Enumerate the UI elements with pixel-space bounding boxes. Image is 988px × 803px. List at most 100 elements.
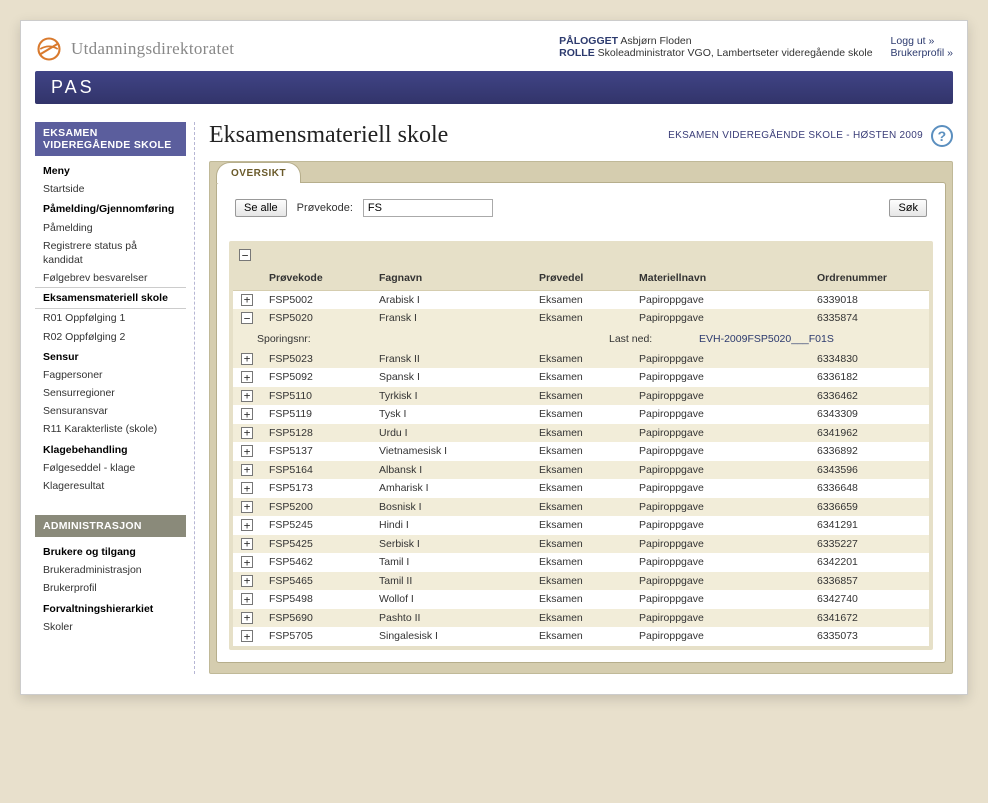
expand-row-icon[interactable]: + bbox=[241, 593, 253, 605]
cell-order: 6335073 bbox=[809, 627, 929, 646]
expand-row-icon[interactable]: + bbox=[241, 519, 253, 531]
table-row: +FSP5173Amharisk IEksamenPapiroppgave633… bbox=[233, 479, 929, 498]
cell-code: FSP5002 bbox=[261, 290, 371, 309]
sidebar-item[interactable]: R01 Oppfølging 1 bbox=[35, 309, 186, 327]
logout-link[interactable]: Logg ut » bbox=[891, 35, 953, 47]
sidebar-item[interactable]: Brukeradministrasjon bbox=[35, 561, 186, 579]
cell-material: Papiroppgave bbox=[631, 516, 809, 535]
cell-code: FSP5110 bbox=[261, 387, 371, 406]
collapse-row-icon[interactable]: − bbox=[241, 312, 253, 324]
tab-panel: Se alle Prøvekode: Søk − bbox=[216, 182, 946, 663]
brand-logo-icon bbox=[35, 35, 63, 63]
cell-part: Eksamen bbox=[531, 479, 631, 498]
table-row: +FSP5690Pashto IIEksamenPapiroppgave6341… bbox=[233, 609, 929, 628]
sidebar-item[interactable]: R02 Oppfølging 2 bbox=[35, 328, 186, 346]
cell-code: FSP5425 bbox=[261, 535, 371, 554]
collapse-all-icon[interactable]: − bbox=[239, 249, 251, 261]
sidebar-item[interactable]: Fagpersoner bbox=[35, 366, 186, 384]
provekode-input[interactable] bbox=[363, 199, 493, 217]
cell-material: Papiroppgave bbox=[631, 368, 809, 387]
cell-subject: Tysk I bbox=[371, 405, 531, 424]
col-provekode: Prøvekode bbox=[261, 266, 371, 291]
cell-code: FSP5128 bbox=[261, 424, 371, 443]
sidebar-item[interactable]: Eksamensmateriell skole bbox=[35, 287, 186, 309]
cell-order: 6341962 bbox=[809, 424, 929, 443]
expand-row-icon[interactable]: + bbox=[241, 575, 253, 587]
cell-material: Papiroppgave bbox=[631, 590, 809, 609]
sidebar-head-line2: VIDEREGÅENDE SKOLE bbox=[43, 139, 178, 151]
sidebar-item[interactable]: Påmelding bbox=[35, 219, 186, 237]
sidebar-item[interactable]: Registrere status på kandidat bbox=[35, 237, 186, 269]
expand-row-icon[interactable]: + bbox=[241, 445, 253, 457]
sidebar-item[interactable]: Skoler bbox=[35, 618, 186, 636]
cell-material: Papiroppgave bbox=[631, 461, 809, 480]
cell-part: Eksamen bbox=[531, 461, 631, 480]
cell-order: 6336659 bbox=[809, 498, 929, 517]
sidebar-group: Meny bbox=[35, 160, 186, 180]
cell-part: Eksamen bbox=[531, 498, 631, 517]
sidebar-item[interactable]: Sensurregioner bbox=[35, 384, 186, 402]
table-row: −FSP5020Fransk IEksamenPapiroppgave63358… bbox=[233, 309, 929, 328]
cell-order: 6342740 bbox=[809, 590, 929, 609]
expand-row-icon[interactable]: + bbox=[241, 556, 253, 568]
cell-subject: Serbisk I bbox=[371, 535, 531, 554]
table-row: +FSP5425Serbisk IEksamenPapiroppgave6335… bbox=[233, 535, 929, 554]
expand-row-icon[interactable]: + bbox=[241, 427, 253, 439]
sidebar-item[interactable]: Startside bbox=[35, 180, 186, 198]
sidebar-group: Påmelding/Gjennomføring bbox=[35, 198, 186, 218]
download-link[interactable]: EVH-2009FSP5020___F01S bbox=[699, 333, 921, 345]
help-icon[interactable]: ? bbox=[931, 125, 953, 147]
expand-row-icon[interactable]: + bbox=[241, 294, 253, 306]
tracking-label: Sporingsnr: bbox=[257, 333, 387, 345]
userprofile-link[interactable]: Brukerprofil » bbox=[891, 47, 953, 59]
cell-material: Papiroppgave bbox=[631, 572, 809, 591]
cell-order: 6334830 bbox=[809, 350, 929, 369]
expand-row-icon[interactable]: + bbox=[241, 538, 253, 550]
cell-subject: Arabisk I bbox=[371, 290, 531, 309]
see-all-button[interactable]: Se alle bbox=[235, 199, 287, 217]
expand-row-icon[interactable]: + bbox=[241, 408, 253, 420]
expand-row-icon[interactable]: + bbox=[241, 353, 253, 365]
search-button[interactable]: Søk bbox=[889, 199, 927, 217]
cell-code: FSP5690 bbox=[261, 609, 371, 628]
cell-subject: Vietnamesisk I bbox=[371, 442, 531, 461]
role-value: Skoleadministrator VGO, Lambertseter vid… bbox=[598, 47, 873, 59]
table-row: +FSP5110Tyrkisk IEksamenPapiroppgave6336… bbox=[233, 387, 929, 406]
expand-row-icon[interactable]: + bbox=[241, 464, 253, 476]
cell-order: 6335874 bbox=[809, 309, 929, 328]
expand-row-icon[interactable]: + bbox=[241, 630, 253, 642]
tab-overview[interactable]: OVERSIKT bbox=[216, 162, 301, 183]
sidebar-item[interactable]: Brukerprofil bbox=[35, 579, 186, 597]
sidebar-item[interactable]: Sensuransvar bbox=[35, 402, 186, 420]
sidebar-item[interactable]: Klageresultat bbox=[35, 477, 186, 495]
expand-row-icon[interactable]: + bbox=[241, 612, 253, 624]
brand-name: Utdanningsdirektoratet bbox=[71, 39, 234, 59]
app-navbar: PAS bbox=[35, 71, 953, 104]
table-row: +FSP5498Wollof IEksamenPapiroppgave63427… bbox=[233, 590, 929, 609]
cell-material: Papiroppgave bbox=[631, 498, 809, 517]
tracking-value bbox=[387, 333, 609, 345]
expand-row-icon[interactable]: + bbox=[241, 371, 253, 383]
cell-material: Papiroppgave bbox=[631, 627, 809, 646]
sidebar-item[interactable]: Følgebrev besvarelser bbox=[35, 269, 186, 287]
results-table: Prøvekode Fagnavn Prøvedel Materiellnavn… bbox=[233, 266, 929, 646]
expand-row-icon[interactable]: + bbox=[241, 482, 253, 494]
cell-order: 6336892 bbox=[809, 442, 929, 461]
cell-subject: Pashto II bbox=[371, 609, 531, 628]
cell-order: 6336648 bbox=[809, 479, 929, 498]
cell-material: Papiroppgave bbox=[631, 553, 809, 572]
sidebar-item[interactable]: R11 Karakterliste (skole) bbox=[35, 420, 186, 438]
cell-material: Papiroppgave bbox=[631, 309, 809, 328]
table-row: +FSP5462Tamil IEksamenPapiroppgave634220… bbox=[233, 553, 929, 572]
table-row: +FSP5128Urdu IEksamenPapiroppgave6341962 bbox=[233, 424, 929, 443]
app-window: Utdanningsdirektoratet PÅLOGGET Asbjørn … bbox=[20, 20, 968, 695]
expand-row-icon[interactable]: + bbox=[241, 501, 253, 513]
sidebar-item[interactable]: Følgeseddel - klage bbox=[35, 459, 186, 477]
cell-order: 6339018 bbox=[809, 290, 929, 309]
expand-row-icon[interactable]: + bbox=[241, 390, 253, 402]
cell-material: Papiroppgave bbox=[631, 405, 809, 424]
cell-part: Eksamen bbox=[531, 442, 631, 461]
cell-code: FSP5164 bbox=[261, 461, 371, 480]
cell-part: Eksamen bbox=[531, 290, 631, 309]
user-links: Logg ut » Brukerprofil » bbox=[891, 35, 953, 59]
